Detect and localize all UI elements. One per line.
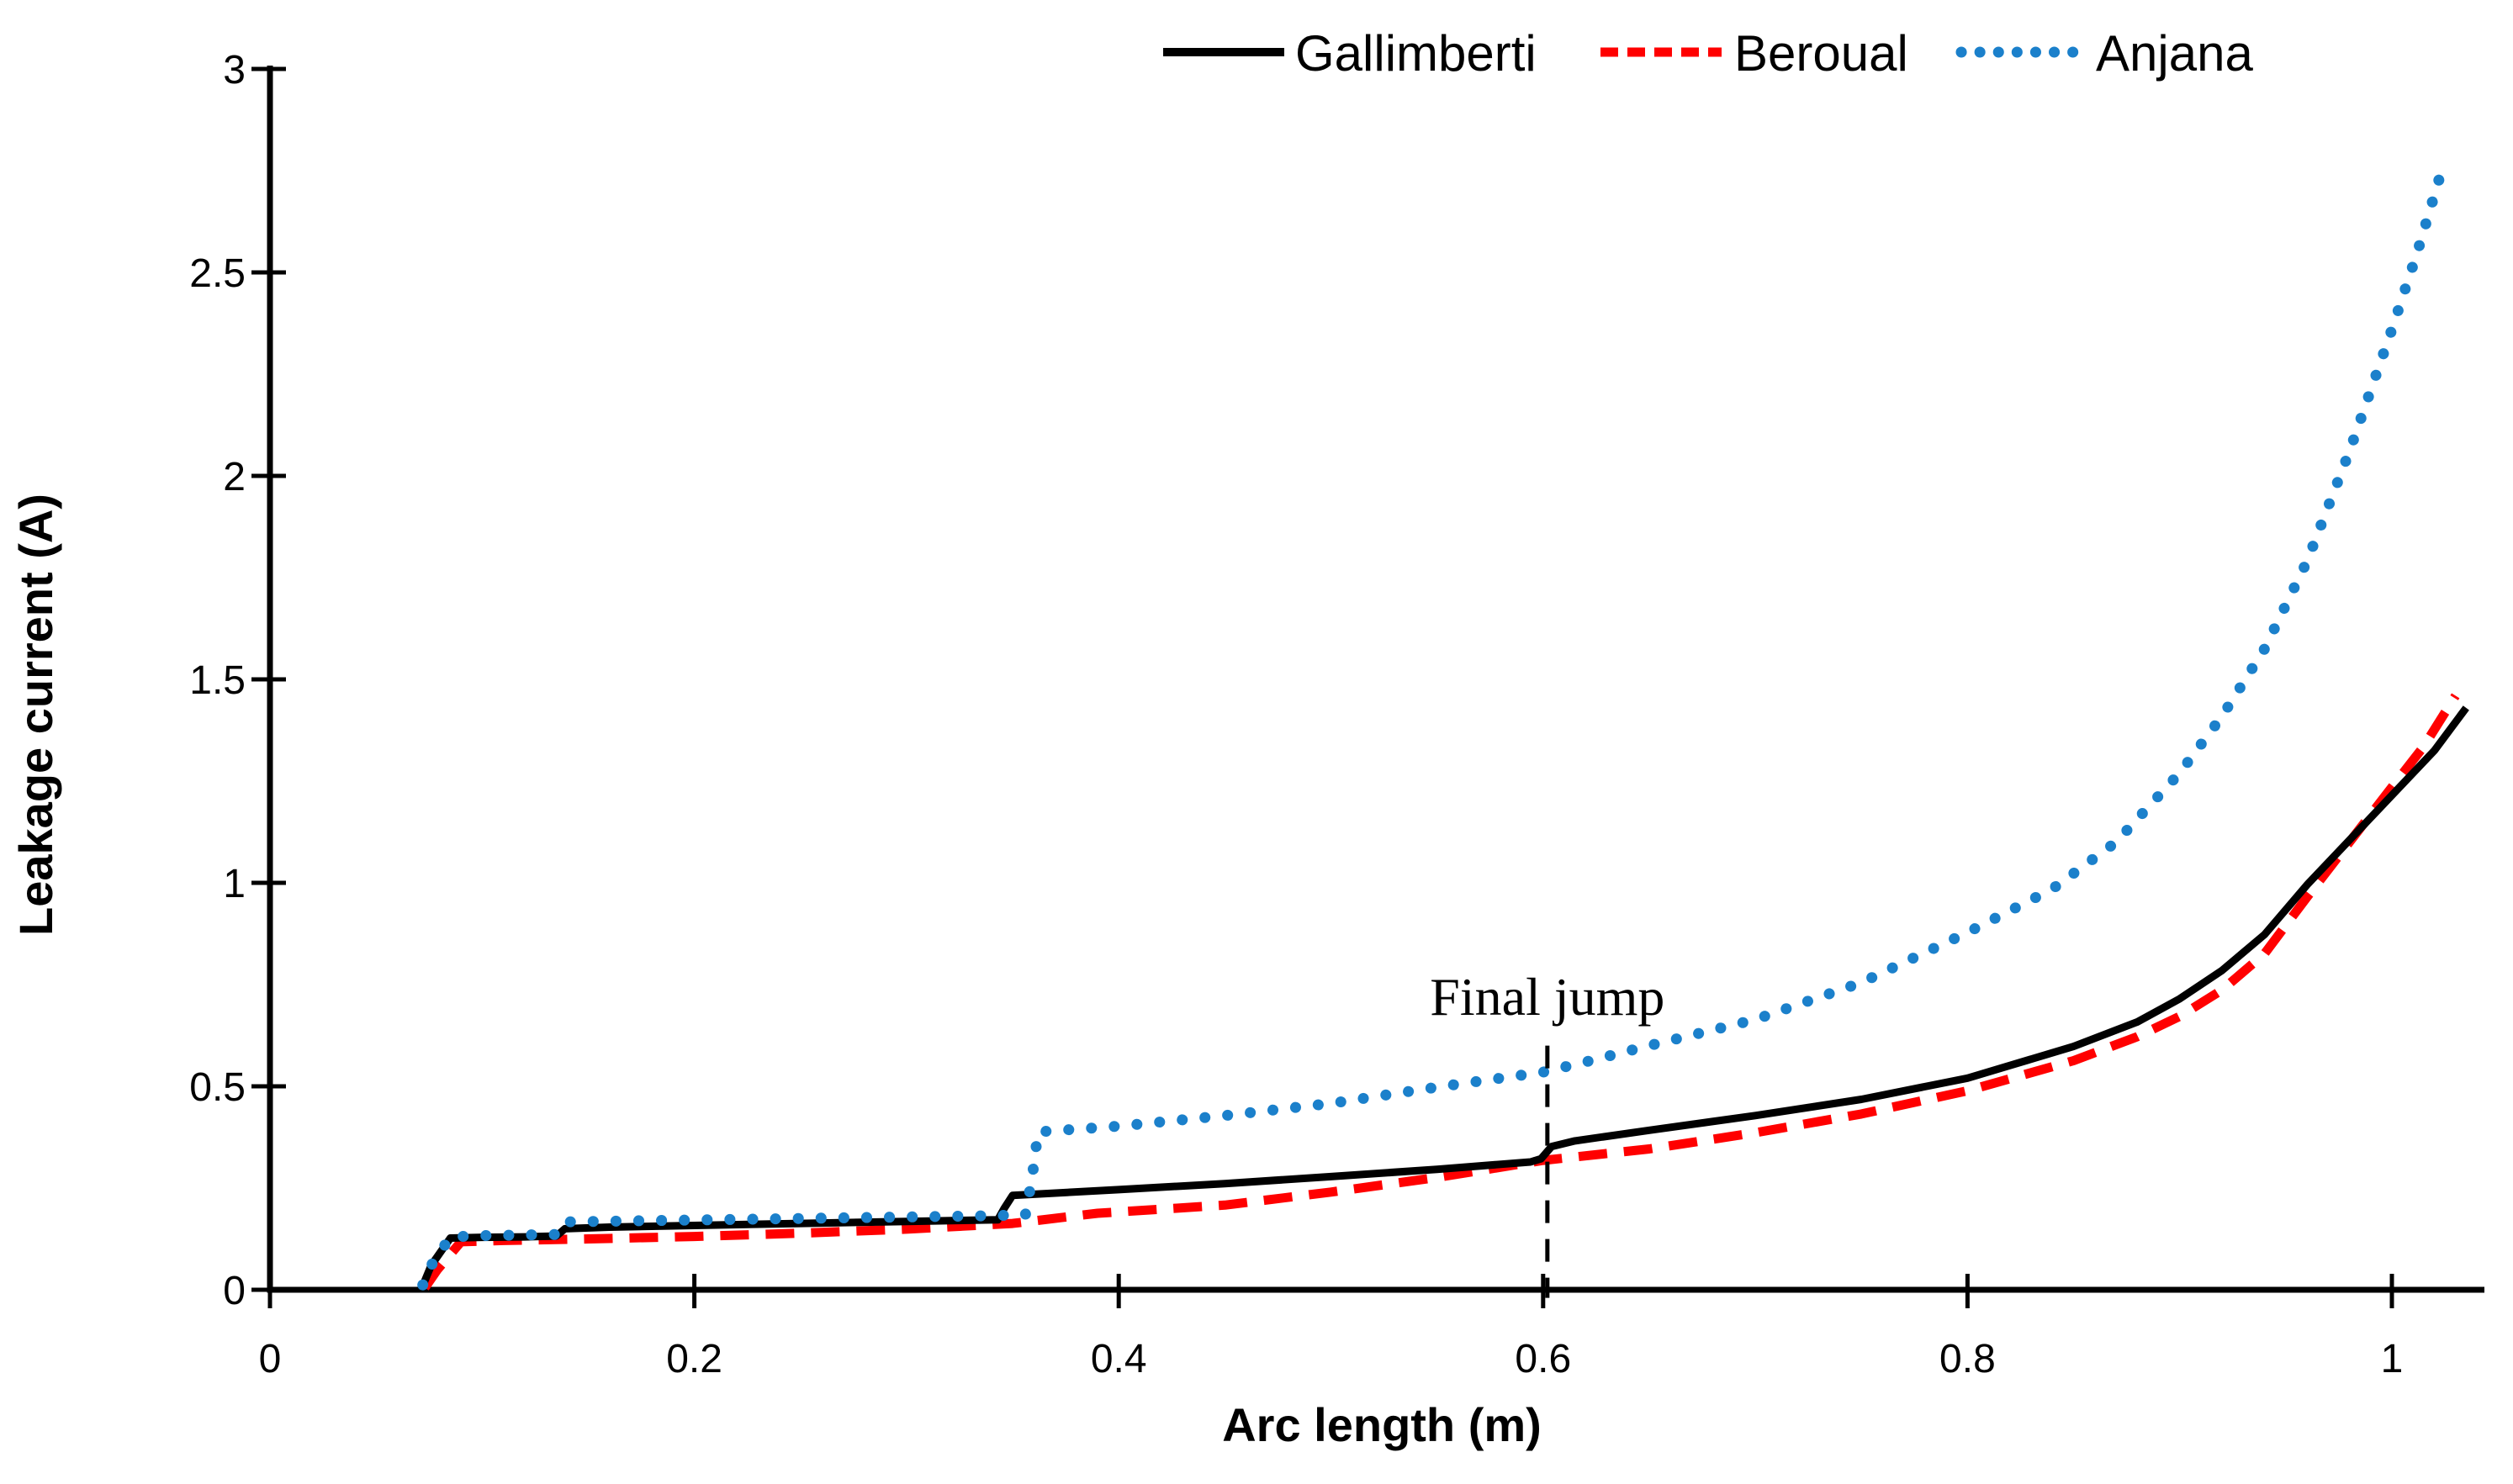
x-tick-label: 0.6 (1515, 1337, 1571, 1381)
legend-anjana-label: Anjana (2096, 25, 2253, 82)
y-tick-label: 0.5 (189, 1065, 246, 1110)
x-tick-label: 0.2 (666, 1337, 722, 1381)
legend-beroual-label: Beroual (1734, 25, 1908, 82)
x-tick-label: 0.8 (1939, 1337, 1996, 1381)
series-gallimberti-line (419, 705, 2469, 1287)
y-tick-label: 2 (223, 455, 246, 499)
series-beroual-line (421, 693, 2460, 1291)
y-tick-label: 1 (223, 862, 246, 906)
x-tick-label: 0.4 (1091, 1337, 1147, 1381)
legend-gallimberti-label: Gallimberti (1295, 25, 1537, 82)
series-anjana-line (417, 161, 2449, 1291)
y-tick-label: 2.5 (189, 251, 246, 296)
x-tick-label: 0 (259, 1337, 282, 1381)
x-tick-label: 1 (2381, 1337, 2404, 1381)
y-tick-label: 3 (223, 48, 246, 92)
y-tick-label: 0 (223, 1269, 246, 1313)
y-axis-title: Leakage current (A) (9, 494, 62, 936)
y-tick-label: 1.5 (189, 658, 246, 703)
x-axis-title: Arc length (m) (1222, 1398, 1542, 1451)
final-jump-annotation: Final jump (1430, 967, 1664, 1027)
